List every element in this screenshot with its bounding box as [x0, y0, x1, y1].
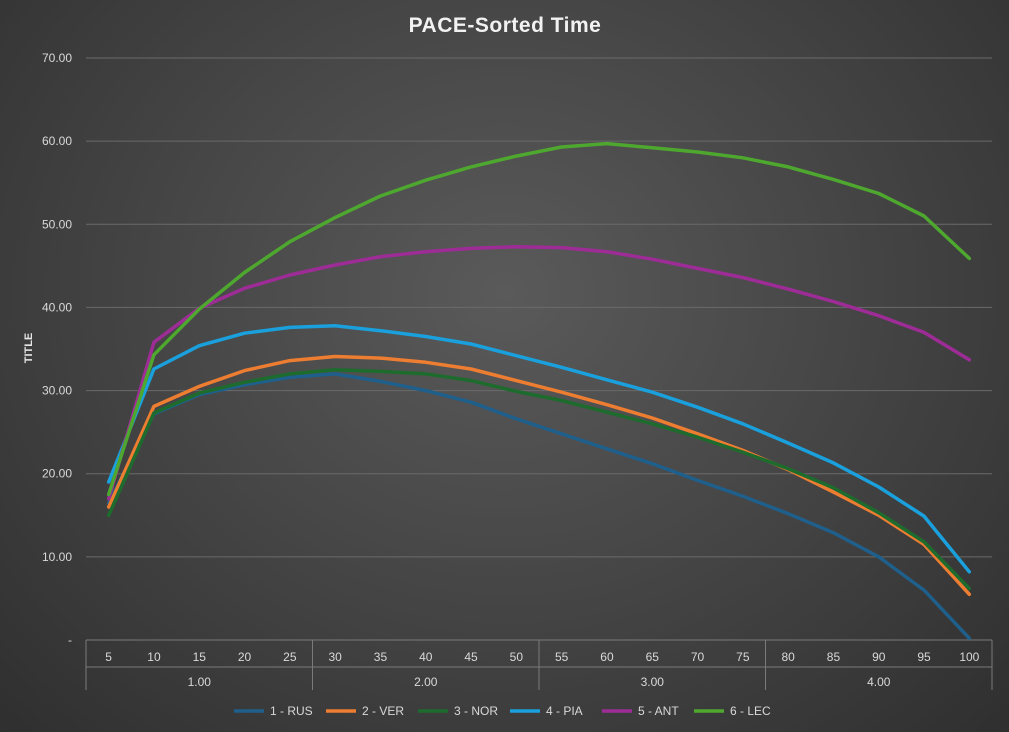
x-group-label: 3.00	[641, 675, 665, 689]
x-tick-label: 75	[736, 650, 750, 664]
y-tick-label: 60.00	[42, 134, 72, 148]
x-tick-label: 30	[328, 650, 342, 664]
x-group-label: 2.00	[414, 675, 438, 689]
series-line	[106, 323, 972, 574]
x-axis-group-labels: 1.00 2.00 3.00 4.00	[188, 675, 891, 689]
x-tick-label: 95	[917, 650, 931, 664]
y-tick-label: 70.00	[42, 51, 72, 65]
y-tick-label: 30.00	[42, 384, 72, 398]
x-tick-label: 40	[419, 650, 433, 664]
x-axis-ticks: 5 10 15 20 25 30 35 40 45 50 55 60 65 70 75 80 85 90 95 100	[105, 650, 979, 664]
y-tick-label: 50.00	[42, 217, 72, 231]
y-axis-ticks: - 10.00 20.00 30.00 40.00 50.00 60.00 70.00	[42, 51, 72, 647]
y-tick-label: 10.00	[42, 550, 72, 564]
x-tick-label: 100	[959, 650, 979, 664]
x-tick-label: 20	[238, 650, 252, 664]
x-tick-label: 25	[283, 650, 297, 664]
x-tick-label: 85	[827, 650, 841, 664]
x-tick-label: 10	[147, 650, 161, 664]
x-tick-label: 55	[555, 650, 569, 664]
series-line	[106, 372, 972, 641]
y-axis-label: TITLE	[23, 333, 35, 364]
y-tick-label: -	[68, 633, 72, 647]
legend-label: 2 - VER	[362, 704, 404, 718]
x-tick-label: 70	[691, 650, 705, 664]
x-group-label: 4.00	[867, 675, 891, 689]
x-tick-label: 60	[600, 650, 614, 664]
legend-label: 4 - PIA	[546, 704, 583, 718]
y-tick-label: 40.00	[42, 300, 72, 314]
x-tick-label: 80	[781, 650, 795, 664]
x-axis	[85, 639, 993, 690]
grid-lines	[86, 57, 992, 558]
x-tick-label: 5	[105, 650, 112, 664]
series-line	[106, 141, 972, 497]
x-tick-label: 65	[646, 650, 660, 664]
x-tick-label: 15	[193, 650, 207, 664]
x-tick-label: 90	[872, 650, 886, 664]
x-group-label: 1.00	[188, 675, 212, 689]
legend-label: 6 - LEC	[730, 704, 771, 718]
legend-label: 3 - NOR	[454, 704, 498, 718]
legend-label: 1 - RUS	[270, 704, 313, 718]
series-line	[106, 368, 972, 591]
series-lines	[106, 141, 972, 641]
x-tick-label: 45	[464, 650, 478, 664]
series-line	[106, 244, 972, 501]
legend-label: 5 - ANT	[638, 704, 679, 718]
y-tick-label: 20.00	[42, 467, 72, 481]
series-line	[106, 354, 972, 597]
chart-title: PACE-Sorted Time	[409, 14, 602, 37]
legend: 1 - RUS 2 - VER 3 - NOR 4 - PIA 5 - ANT 6 - L…	[234, 704, 771, 718]
x-tick-label: 35	[374, 650, 388, 664]
x-tick-label: 50	[510, 650, 524, 664]
